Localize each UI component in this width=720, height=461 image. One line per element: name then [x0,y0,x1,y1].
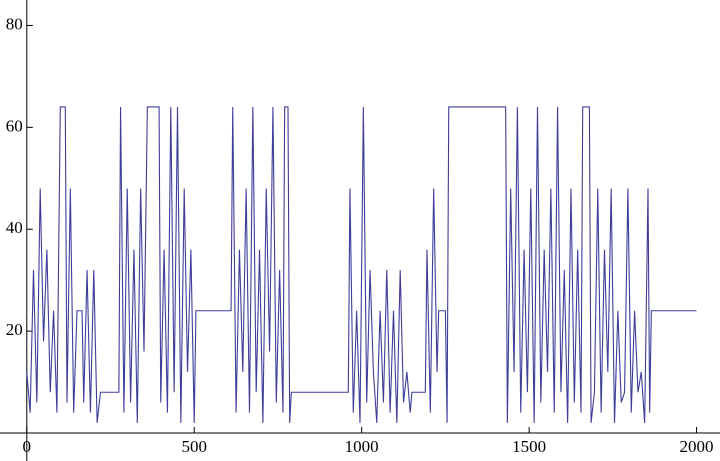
x-tick-label: 1500 [512,437,546,456]
y-tick-label: 80 [6,14,23,33]
y-tick-label: 60 [6,116,23,135]
x-tick-label: 0 [23,437,32,456]
x-tick-label: 2000 [680,437,714,456]
y-tick-label: 20 [6,320,23,339]
y-tick-label: 40 [6,218,23,237]
x-tick-label: 500 [181,437,207,456]
x-tick-label: 1000 [345,437,379,456]
data-line [26,106,697,423]
